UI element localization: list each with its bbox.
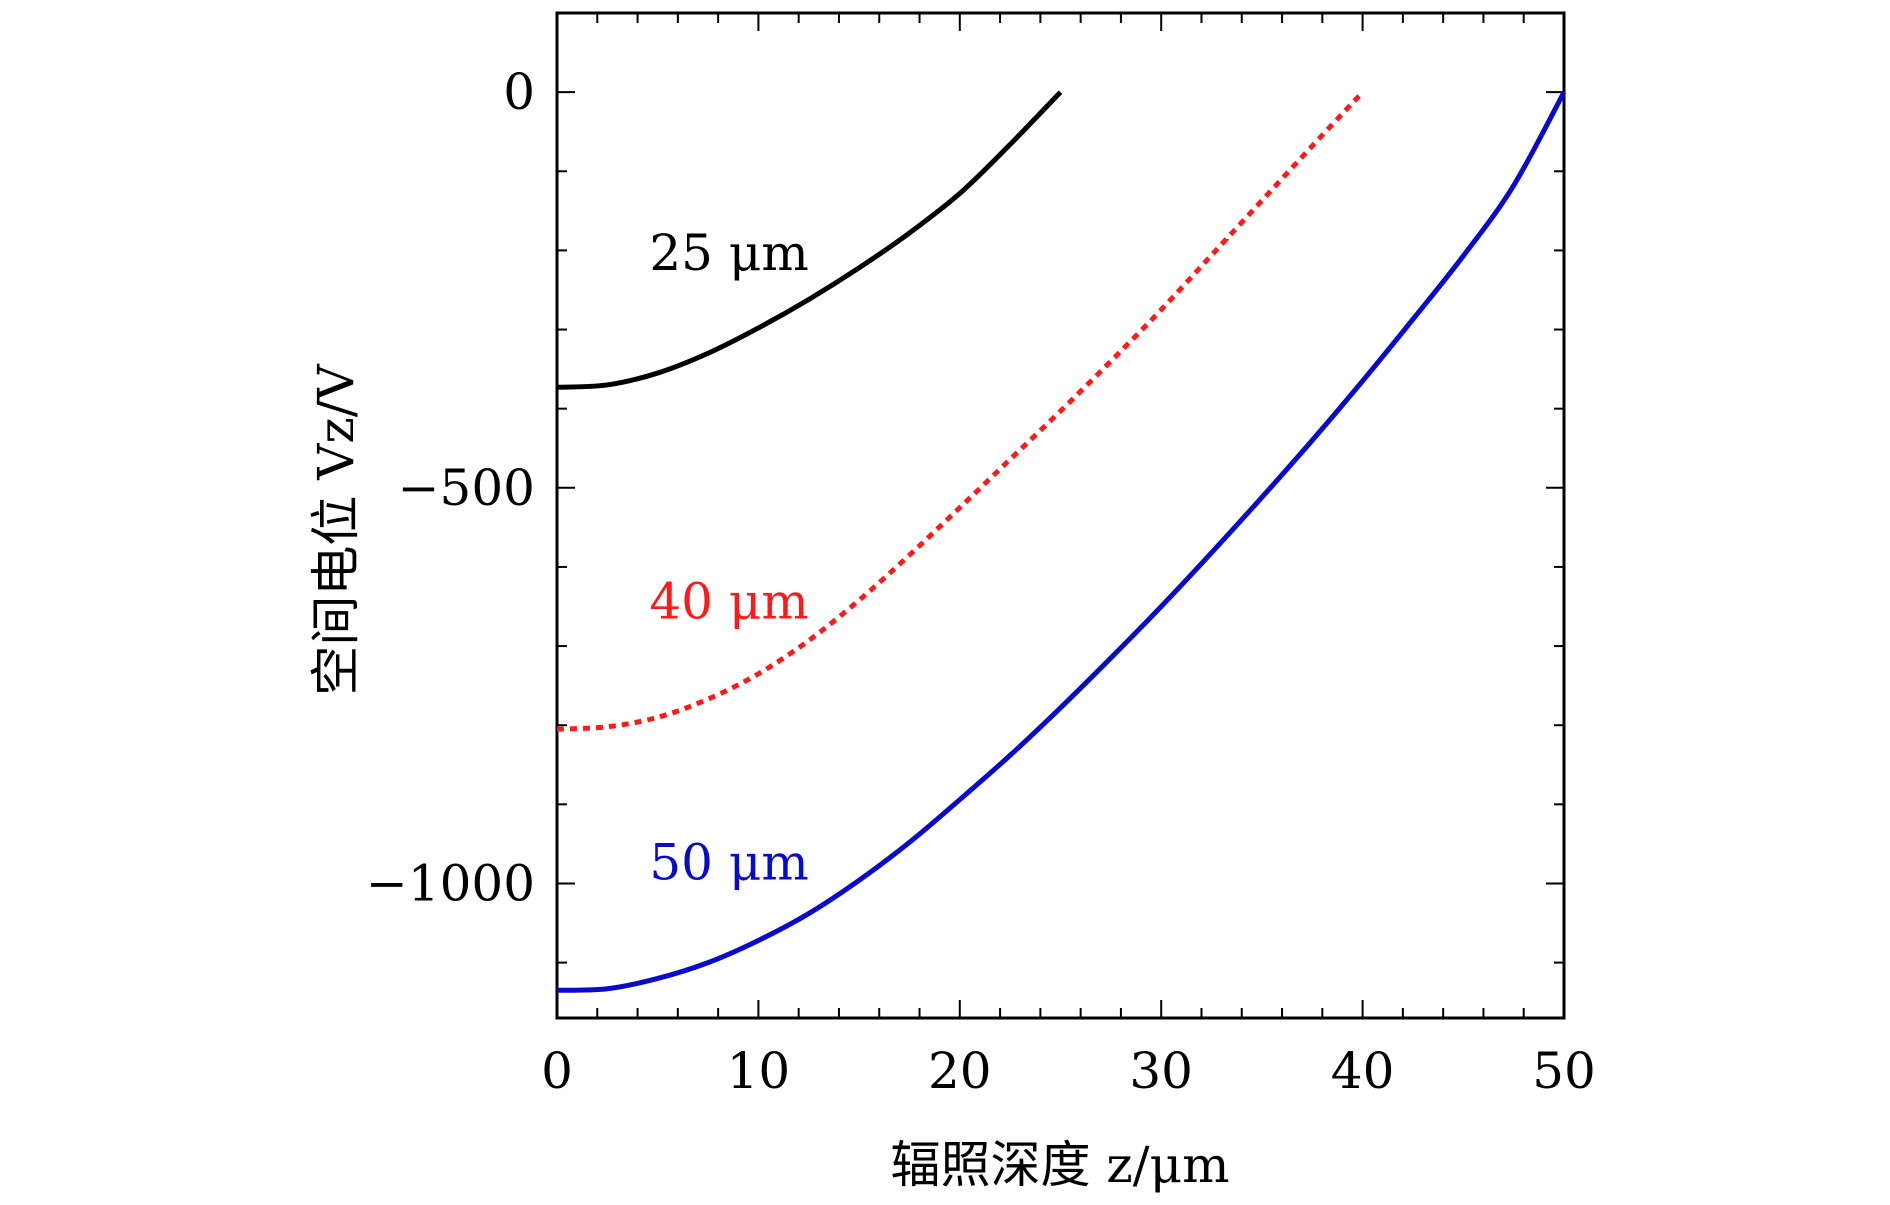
series-label: 50 μm xyxy=(649,834,808,892)
y-axis-title: 空间电位 Vz/V xyxy=(307,363,365,695)
y-tick-label: 0 xyxy=(503,63,535,121)
series-label: 25 μm xyxy=(649,224,808,282)
series-line xyxy=(556,90,1567,993)
tick-labels: 0 10 20 30 40 50 0 −500 −1000 xyxy=(366,63,1596,1100)
x-tick-label: 30 xyxy=(1129,1042,1193,1100)
series-lines xyxy=(556,90,1567,993)
x-axis-title: 辐照深度 z/μm xyxy=(891,1136,1230,1194)
series-labels: 25 μm 40 μm 50 μm xyxy=(649,224,808,891)
axis-ticks xyxy=(556,13,1565,1018)
series-line xyxy=(556,90,1365,732)
y-tick-label: −500 xyxy=(398,459,535,517)
x-tick-label: 20 xyxy=(928,1042,992,1100)
x-tick-label: 10 xyxy=(727,1042,791,1100)
x-tick-label: 50 xyxy=(1532,1042,1596,1100)
series-label: 40 μm xyxy=(649,572,808,630)
x-tick-label: 40 xyxy=(1331,1042,1395,1100)
series-line xyxy=(556,90,1063,390)
plot-frame xyxy=(555,11,1566,1020)
y-tick-label: −1000 xyxy=(366,854,535,912)
x-tick-label: 0 xyxy=(541,1042,573,1100)
